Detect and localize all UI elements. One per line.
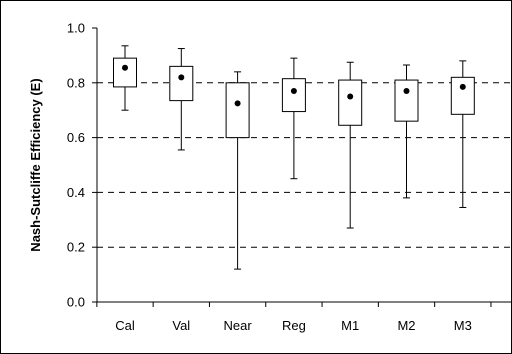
iqr-box [169, 65, 194, 102]
mean-marker [234, 100, 241, 107]
mean-marker [459, 83, 466, 90]
iqr-box [394, 79, 419, 122]
boxes [113, 45, 475, 270]
box-m3 [450, 60, 475, 208]
iqr-box [338, 79, 363, 126]
iqr-box [113, 57, 137, 88]
x-tick-label: Near [224, 318, 253, 333]
iqr-box [281, 78, 306, 113]
y-tick-label: 1.0 [67, 21, 85, 36]
y-tick-label: 0.4 [67, 185, 85, 200]
box-m1 [338, 61, 363, 229]
x-tick-label: Val [172, 318, 190, 333]
x-tick-label: Cal [115, 318, 135, 333]
box-near [225, 71, 250, 270]
mean-marker [347, 93, 354, 100]
x-tick-label: Reg [282, 318, 306, 333]
y-tick-label: 0.6 [67, 130, 85, 145]
x-tick-label: M1 [341, 318, 359, 333]
box-m2 [394, 64, 419, 199]
x-tick-label: M3 [454, 318, 472, 333]
iqr-box [225, 82, 250, 139]
y-tick-label: 0.8 [67, 75, 85, 90]
mean-marker [122, 64, 128, 71]
y-axis-label: Nash-Sutcliffe Efficiency (E) [28, 78, 43, 251]
box-val [169, 48, 194, 151]
x-tick-label: M2 [397, 318, 415, 333]
y-tick-label: 0.2 [67, 240, 85, 255]
mean-marker [178, 74, 185, 81]
box-reg [281, 57, 306, 180]
reference-lines [97, 82, 511, 248]
mean-marker [403, 88, 410, 95]
iqr-box [450, 76, 475, 115]
y-tick-label: 0.0 [67, 295, 85, 310]
axes: 0.0 0.2 0.4 0.6 0.8 1.0 Cal Val Near Reg M1 M2 M3 [67, 21, 511, 333]
box-cal [113, 45, 137, 111]
mean-marker [290, 88, 297, 95]
